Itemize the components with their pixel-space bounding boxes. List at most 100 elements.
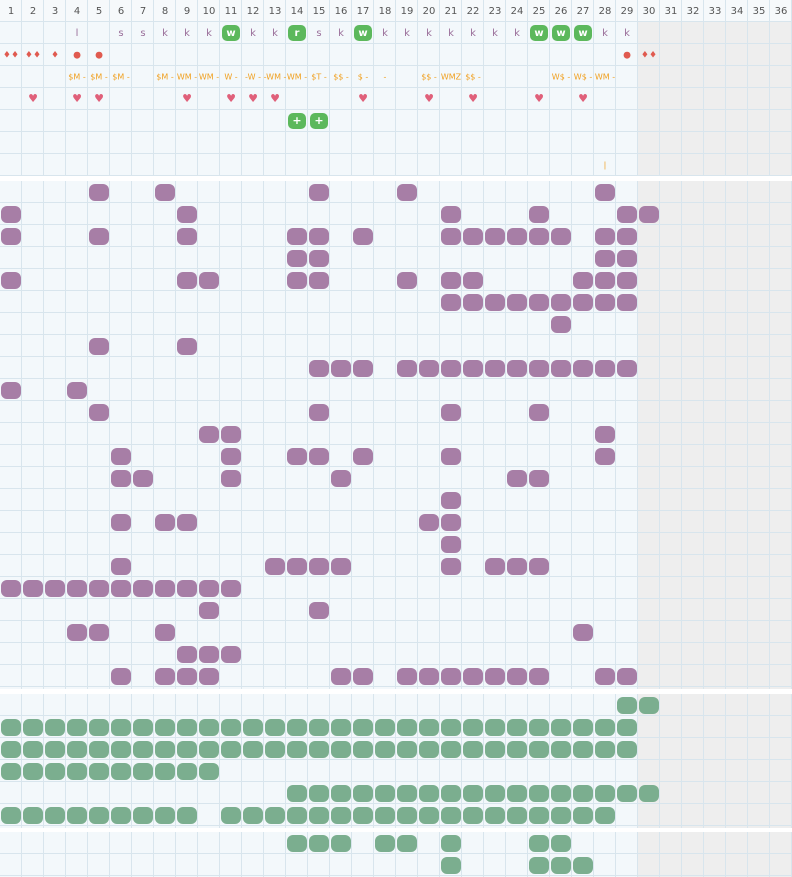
block <box>551 741 571 758</box>
block <box>639 785 659 802</box>
block <box>155 668 175 685</box>
block <box>155 763 175 780</box>
tags: $M - <box>156 73 174 82</box>
block <box>23 807 43 824</box>
hearts: ♥ <box>468 92 478 105</box>
letters: k <box>514 28 520 39</box>
block <box>441 741 461 758</box>
block <box>23 741 43 758</box>
block <box>485 668 505 685</box>
block <box>1 580 21 597</box>
block <box>133 719 153 736</box>
column-number: 29 <box>621 6 634 17</box>
hearts: ♥ <box>270 92 280 105</box>
block <box>573 624 593 641</box>
badge <box>288 113 306 129</box>
block <box>353 785 373 802</box>
block <box>463 272 483 289</box>
badge <box>310 113 328 129</box>
tags: $T - <box>311 73 327 82</box>
column-number: 35 <box>753 6 766 17</box>
block <box>463 785 483 802</box>
block <box>353 228 373 245</box>
block <box>309 807 329 824</box>
block <box>67 580 87 597</box>
block <box>419 719 439 736</box>
block <box>573 785 593 802</box>
block <box>177 580 197 597</box>
letters: k <box>184 28 190 39</box>
block <box>111 719 131 736</box>
column-number: 15 <box>313 6 326 17</box>
block <box>287 719 307 736</box>
block <box>551 785 571 802</box>
column-number: 6 <box>118 6 124 17</box>
block <box>133 470 153 487</box>
block <box>243 807 263 824</box>
block <box>375 741 395 758</box>
tags: W$ - <box>552 73 571 82</box>
block <box>287 272 307 289</box>
block <box>441 404 461 421</box>
block <box>617 697 637 714</box>
block <box>67 807 87 824</box>
block <box>441 668 461 685</box>
block <box>287 835 307 852</box>
block <box>441 785 461 802</box>
block <box>507 470 527 487</box>
tags: WM - <box>287 73 307 82</box>
tags: WM - <box>177 73 197 82</box>
block <box>133 763 153 780</box>
markers: ♦ <box>51 51 59 61</box>
block <box>287 448 307 465</box>
block <box>1 382 21 399</box>
block <box>639 697 659 714</box>
block <box>617 785 637 802</box>
block <box>23 763 43 780</box>
block <box>397 741 417 758</box>
block <box>507 785 527 802</box>
block <box>595 228 615 245</box>
hearts: ♥ <box>248 92 258 105</box>
letters: k <box>162 28 168 39</box>
block <box>529 206 549 223</box>
block <box>1 228 21 245</box>
block <box>463 668 483 685</box>
block <box>309 272 329 289</box>
block <box>529 470 549 487</box>
block <box>397 184 417 201</box>
block <box>1 763 21 780</box>
column-number: 20 <box>423 6 436 17</box>
hearts: ♥ <box>28 92 38 105</box>
block <box>331 360 351 377</box>
block <box>441 448 461 465</box>
tags: $$ - <box>465 73 481 82</box>
block <box>441 272 461 289</box>
letters: k <box>602 28 608 39</box>
block <box>485 719 505 736</box>
block <box>1 807 21 824</box>
block <box>89 763 109 780</box>
block <box>595 668 615 685</box>
column-number: 28 <box>599 6 612 17</box>
block <box>507 668 527 685</box>
block <box>89 807 109 824</box>
column-number: 19 <box>401 6 414 17</box>
letters: k <box>250 28 256 39</box>
block <box>529 360 549 377</box>
block <box>111 580 131 597</box>
block <box>89 580 109 597</box>
plus-badges: + <box>314 114 323 127</box>
block <box>155 624 175 641</box>
letters: k <box>470 28 476 39</box>
tags: -WM - <box>264 73 287 82</box>
block <box>441 206 461 223</box>
badges: r <box>295 28 300 39</box>
block <box>89 184 109 201</box>
letters: k <box>624 28 630 39</box>
block <box>67 719 87 736</box>
block <box>199 580 219 597</box>
block <box>595 448 615 465</box>
badge <box>552 25 570 41</box>
